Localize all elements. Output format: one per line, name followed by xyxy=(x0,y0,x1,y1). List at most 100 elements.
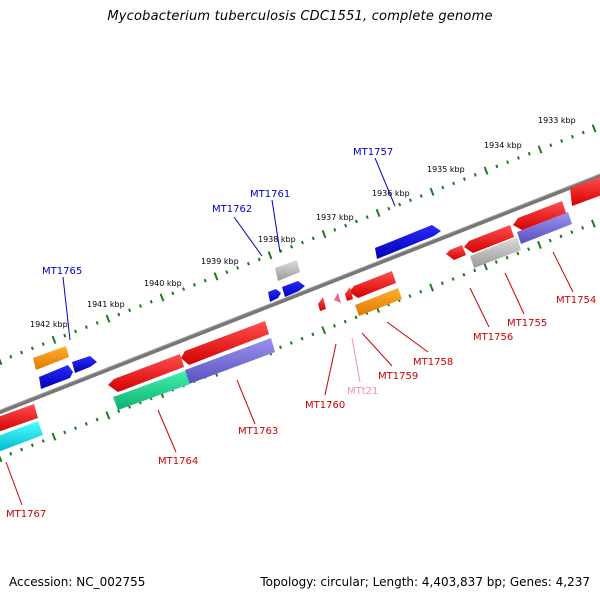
scale-tick xyxy=(63,333,67,338)
gene-MT1767[interactable] xyxy=(0,404,38,432)
scale-tick xyxy=(41,439,45,443)
scale-tick xyxy=(344,223,348,228)
scale-tick xyxy=(290,244,294,249)
scale-label-1933: 1933 kbp xyxy=(538,116,576,125)
scale-tick xyxy=(117,312,121,317)
gene-red-right-c[interactable] xyxy=(446,245,466,260)
scale-tick xyxy=(440,281,444,286)
scale-tick xyxy=(117,409,121,413)
gene-MT1756[interactable] xyxy=(470,237,521,268)
gene-MT1765[interactable] xyxy=(39,365,73,389)
scale-tick xyxy=(74,329,78,334)
gene-MT1763[interactable] xyxy=(181,321,269,365)
page-title: Mycobacterium tuberculosis CDC1551, comp… xyxy=(107,9,493,24)
scale-tick xyxy=(419,194,423,198)
gene-label-MT1759: MT1759 xyxy=(378,371,418,382)
scale-label-1941: 1941 kbp xyxy=(87,300,125,309)
gene-MT1761[interactable] xyxy=(282,281,305,297)
scale-label-1942: 1942 kbp xyxy=(30,320,68,329)
gene-label-MT1765: MT1765 xyxy=(42,266,82,277)
scale-tick xyxy=(452,181,456,186)
gene-MT1764[interactable] xyxy=(108,354,184,392)
scale-tick xyxy=(300,336,304,341)
gene-MT1757[interactable] xyxy=(375,225,441,259)
gene-label-MT1761: MT1761 xyxy=(250,189,290,200)
gene-red-small[interactable] xyxy=(345,287,353,301)
reverse-genes xyxy=(0,176,600,452)
scale-tick xyxy=(213,272,219,281)
scale-tick xyxy=(159,293,165,302)
scale-tick xyxy=(398,202,402,207)
gene-cyan[interactable] xyxy=(0,421,43,452)
gene-MTt21[interactable] xyxy=(334,293,341,303)
scale-tick xyxy=(105,411,111,420)
scale-tick xyxy=(182,287,186,291)
gene-MT1758[interactable] xyxy=(349,271,396,298)
scale-tick xyxy=(429,187,435,196)
scale-tick xyxy=(30,443,34,448)
scale-tick xyxy=(495,164,499,169)
scale-tick xyxy=(516,251,520,256)
scale-tick xyxy=(74,426,78,431)
scale-tick xyxy=(462,177,466,181)
scale-tick xyxy=(354,315,358,320)
gene-MT1760[interactable] xyxy=(318,297,326,311)
gene-grey-block[interactable] xyxy=(275,260,300,281)
gene-label-MT1760: MT1760 xyxy=(305,400,345,411)
scale-tick xyxy=(549,143,553,148)
scale-tick xyxy=(246,261,250,266)
scale-tick xyxy=(494,260,498,264)
scale-tick xyxy=(236,266,240,270)
scale-tick xyxy=(321,229,327,239)
scale-tick xyxy=(354,219,358,224)
scale-tick xyxy=(332,324,336,328)
scale-tick xyxy=(0,358,3,366)
scale-tick xyxy=(0,455,3,463)
scale-tick xyxy=(537,240,542,250)
scale-tick xyxy=(51,432,57,441)
scale-tick xyxy=(333,228,337,232)
gene-label-MT1754: MT1754 xyxy=(556,295,596,306)
scale-tick xyxy=(95,417,99,422)
scale-label-1940: 1940 kbp xyxy=(144,279,182,288)
scale-tick xyxy=(408,294,412,298)
scale-tick xyxy=(570,230,574,234)
topology-text: Topology: circular; Length: 4,403,837 bp… xyxy=(260,575,590,589)
scale-tick xyxy=(192,282,196,287)
scale-tick xyxy=(429,283,434,292)
scale-tick xyxy=(267,251,273,260)
gene-MT1759[interactable] xyxy=(355,288,402,316)
gene-teal[interactable] xyxy=(113,371,190,410)
scale-tick xyxy=(300,240,304,245)
scale-tick xyxy=(225,270,229,275)
scale-tick xyxy=(548,238,552,243)
gene-MT1755[interactable] xyxy=(513,201,566,230)
gene-MT1754[interactable] xyxy=(517,212,572,244)
gene-purple-mid[interactable] xyxy=(185,338,275,384)
gene-label-MT1757: MT1757 xyxy=(353,147,393,158)
scale-tick xyxy=(560,139,564,143)
scale-tick xyxy=(527,151,531,156)
gene-labels: MT1757 MT1761 MT1762 MT1765 MT1754 MT175… xyxy=(6,147,596,520)
scale-tick xyxy=(95,321,99,325)
gene-blue-b[interactable] xyxy=(72,356,97,373)
gene-red-right-b[interactable] xyxy=(464,225,514,253)
scale-tick xyxy=(84,422,88,426)
gene-label-MT1767: MT1767 xyxy=(6,509,46,520)
scale-tick xyxy=(473,173,477,177)
scale-tick xyxy=(462,272,466,277)
scale-tick xyxy=(451,277,455,281)
scale-tick xyxy=(581,130,585,135)
gene-MT1762[interactable] xyxy=(268,289,281,302)
gene-orange-left[interactable] xyxy=(33,346,69,370)
scale-tick xyxy=(408,198,412,203)
gene-label-MT1755: MT1755 xyxy=(507,318,547,329)
scale-label-1938: 1938 kbp xyxy=(258,235,296,244)
scale-tick xyxy=(375,208,381,218)
forward-genes xyxy=(33,225,441,389)
gene-label-MT1758: MT1758 xyxy=(413,357,453,368)
gene-red-edge-right[interactable] xyxy=(570,176,600,206)
scale-tick xyxy=(128,308,132,313)
scale-tick xyxy=(9,354,13,359)
